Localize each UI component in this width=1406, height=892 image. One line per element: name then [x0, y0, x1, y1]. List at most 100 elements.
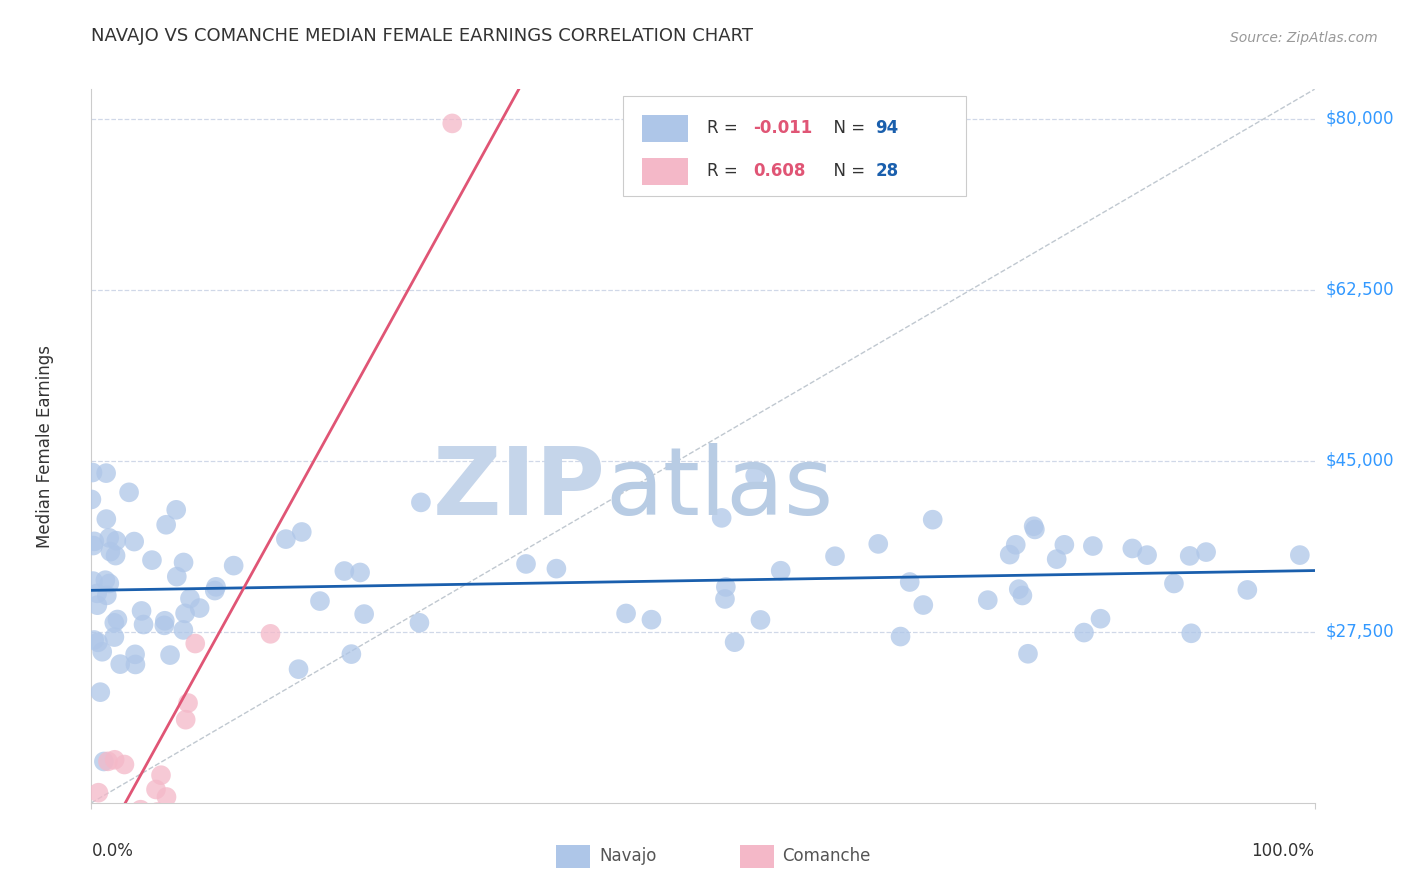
Point [515, 557, 537, 571]
Point [259, 627, 281, 641]
Point [898, 574, 921, 589]
Point [744, 468, 766, 483]
Point [83, 632, 105, 647]
Point [1017, 647, 1039, 661]
Point [153, 618, 176, 632]
Text: 0.0%: 0.0% [91, 842, 134, 860]
Point [769, 564, 792, 578]
Text: 0.608: 0.608 [754, 162, 806, 180]
Point [100, 845, 122, 859]
Point [82, 838, 104, 853]
Point [640, 613, 662, 627]
Point [1004, 538, 1026, 552]
Point [86, 598, 108, 612]
Point [889, 630, 911, 644]
Point [94, 466, 117, 480]
Text: -0.011: -0.011 [754, 120, 813, 137]
Point [172, 623, 194, 637]
Point [122, 534, 145, 549]
Text: 28: 28 [876, 162, 898, 180]
Text: Navajo: Navajo [599, 847, 657, 865]
Text: ZIP: ZIP [432, 442, 605, 535]
Point [131, 604, 153, 618]
FancyBboxPatch shape [623, 96, 966, 196]
Point [1163, 576, 1185, 591]
Point [353, 607, 375, 621]
Point [87, 786, 110, 800]
Point [204, 583, 226, 598]
Point [165, 503, 187, 517]
Point [104, 549, 127, 563]
Point [1008, 582, 1031, 596]
Point [274, 532, 297, 546]
Point [82, 826, 104, 840]
Point [155, 789, 177, 804]
Point [205, 580, 228, 594]
Point [107, 613, 129, 627]
Point [141, 553, 163, 567]
Point [103, 615, 125, 630]
Point [1180, 626, 1202, 640]
Point [82, 574, 104, 588]
Point [98, 531, 121, 545]
Point [710, 511, 733, 525]
Text: 100.0%: 100.0% [1251, 842, 1315, 860]
Point [173, 556, 195, 570]
Point [103, 845, 125, 859]
Point [340, 647, 363, 661]
Point [104, 753, 127, 767]
Text: NAVAJO VS COMANCHE MEDIAN FEMALE EARNINGS CORRELATION CHART: NAVAJO VS COMANCHE MEDIAN FEMALE EARNING… [91, 27, 754, 45]
Point [977, 593, 1000, 607]
Point [998, 548, 1021, 562]
Point [80, 845, 103, 859]
Point [174, 607, 197, 621]
Point [159, 648, 181, 662]
Point [97, 755, 120, 769]
Point [749, 613, 772, 627]
Point [97, 845, 120, 859]
Point [824, 549, 846, 564]
Text: N =: N = [823, 162, 870, 180]
Text: R =: R = [707, 120, 742, 137]
Point [1053, 538, 1076, 552]
Text: $80,000: $80,000 [1326, 110, 1395, 128]
Point [104, 817, 127, 831]
Point [714, 580, 737, 594]
Point [93, 755, 115, 769]
Point [98, 576, 121, 591]
Point [408, 615, 430, 630]
Point [145, 782, 167, 797]
Point [155, 517, 177, 532]
Point [124, 648, 146, 662]
Point [723, 635, 745, 649]
Point [150, 768, 173, 782]
Point [89, 685, 111, 699]
Text: R =: R = [707, 162, 742, 180]
Bar [643, 158, 689, 185]
Point [1178, 549, 1201, 563]
Point [1288, 548, 1310, 562]
Point [714, 591, 737, 606]
Point [184, 636, 207, 650]
Text: Median Female Earnings: Median Female Earnings [37, 344, 53, 548]
Text: atlas: atlas [605, 442, 834, 535]
Bar [643, 115, 689, 142]
Point [166, 569, 188, 583]
Point [174, 713, 197, 727]
Point [80, 845, 103, 859]
Point [91, 645, 114, 659]
Point [124, 657, 146, 672]
Point [118, 485, 141, 500]
Point [86, 586, 108, 600]
Text: Comanche: Comanche [783, 847, 870, 865]
Point [83, 534, 105, 549]
Point [83, 817, 105, 831]
Point [333, 564, 356, 578]
Text: $45,000: $45,000 [1326, 451, 1395, 470]
Point [110, 657, 132, 672]
Text: $27,500: $27,500 [1326, 623, 1395, 640]
Point [83, 845, 105, 859]
Point [94, 573, 117, 587]
Point [921, 513, 943, 527]
Point [103, 630, 125, 644]
